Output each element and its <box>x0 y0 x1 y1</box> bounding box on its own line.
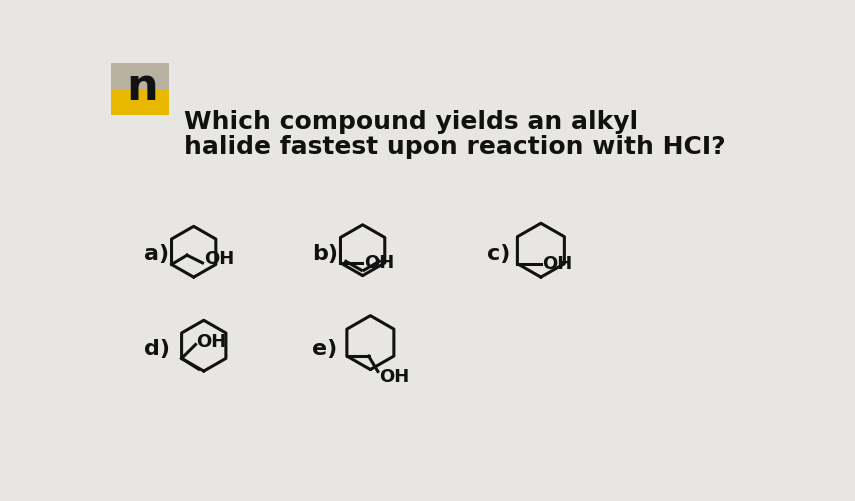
Text: OH: OH <box>197 332 227 350</box>
Text: OH: OH <box>204 250 234 268</box>
Text: OH: OH <box>542 255 573 273</box>
Text: d): d) <box>144 338 170 358</box>
Text: OH: OH <box>379 367 409 385</box>
Text: a): a) <box>144 244 169 264</box>
Text: c): c) <box>486 244 510 264</box>
Polygon shape <box>111 89 169 115</box>
Text: n: n <box>127 66 158 109</box>
Text: OH: OH <box>363 254 394 272</box>
Text: halide fastest upon reaction with HCI?: halide fastest upon reaction with HCI? <box>185 135 726 159</box>
Text: e): e) <box>312 338 338 358</box>
Text: b): b) <box>312 244 339 264</box>
Text: Which compound yields an alkyl: Which compound yields an alkyl <box>185 110 639 134</box>
Polygon shape <box>111 64 169 115</box>
